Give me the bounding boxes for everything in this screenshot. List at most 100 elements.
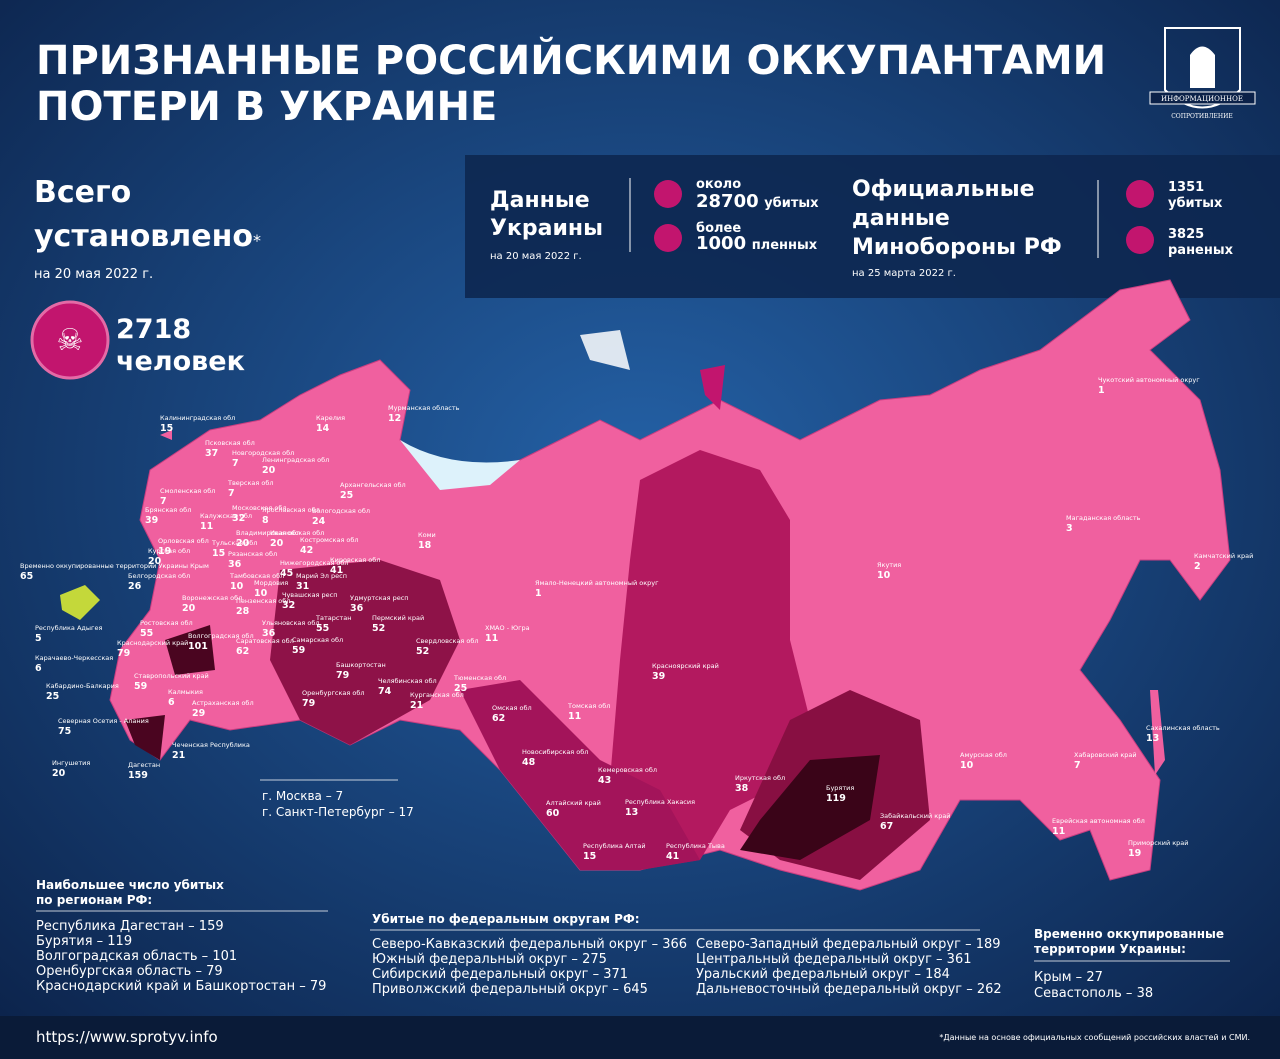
asterisk: * xyxy=(253,231,261,250)
region-name: Оренбургская обл xyxy=(302,689,365,697)
region-name: Томская обл xyxy=(567,702,610,710)
region-dark xyxy=(610,450,810,870)
region-name: Тульская обл xyxy=(211,539,257,547)
region-value: 36 xyxy=(262,628,276,639)
region-name: Камчатский край xyxy=(1194,552,1253,560)
region-name: Мурманская область xyxy=(388,404,460,412)
russia-title: Минобороны РФ xyxy=(852,235,1062,260)
region-volgograd xyxy=(165,625,215,675)
region-name: Пермский край xyxy=(372,614,424,622)
region-value: 62 xyxy=(492,713,505,724)
region-name: Удмуртская респ xyxy=(350,594,409,602)
region-name: Омская обл xyxy=(492,704,532,712)
icon xyxy=(654,224,682,252)
list-item: Сибирский федеральный округ – 371 xyxy=(372,967,628,982)
map xyxy=(60,279,1231,891)
region-name: Ярославская обл xyxy=(262,506,320,514)
region-value: 79 xyxy=(336,670,349,681)
list-title: по регионам РФ: xyxy=(36,893,152,907)
region-name: Калининградская обл xyxy=(160,414,235,422)
sakhalin xyxy=(1150,690,1165,775)
stat-prefix: около xyxy=(696,177,741,192)
skull-glyph: ☠ xyxy=(57,323,84,358)
region-name: Республика Адыгея xyxy=(35,624,102,632)
region-value: 36 xyxy=(228,559,242,570)
icon xyxy=(1126,180,1154,208)
region-name: Калмыкия xyxy=(168,688,203,696)
region-name: Карачаево-Черкесская xyxy=(35,654,113,662)
region-value: 29 xyxy=(192,708,205,719)
title-line: ПРИЗНАННЫЕ РОССИЙСКИМИ ОККУПАНТАМИ xyxy=(36,36,1106,84)
region-value: 10 xyxy=(960,760,974,771)
ukraine-title: Данные xyxy=(490,188,590,213)
region-name: Еврейская автономная обл xyxy=(1052,817,1145,825)
stats-panel xyxy=(465,155,1280,298)
title-line: ПОТЕРИ В УКРАИНЕ xyxy=(36,84,497,130)
stat: 28700 убитых xyxy=(696,191,819,212)
list-title: Убитые по федеральным округам РФ: xyxy=(372,912,640,926)
region-value: 41 xyxy=(330,565,343,576)
total-unit: человек xyxy=(116,346,245,377)
region-name: Курская обл xyxy=(148,547,190,555)
list-item: Уральский федеральный округ – 184 xyxy=(696,967,950,982)
region-name: Магаданская область xyxy=(1066,514,1141,522)
region-name: Башкортостан xyxy=(336,661,386,669)
region-name: Дагестан xyxy=(128,761,160,769)
region-value: 10 xyxy=(877,570,891,581)
region-value: 2 xyxy=(1194,561,1201,572)
region-name: Якутия xyxy=(877,561,901,569)
region-value: 59 xyxy=(292,645,305,656)
region-name: Псковская обл xyxy=(205,439,255,447)
region-name: Вологодская обл xyxy=(312,507,370,515)
region-name: Челябинская обл xyxy=(378,677,437,685)
region-name: Саратовская обл xyxy=(236,637,294,645)
region-name: Архангельская обл xyxy=(340,481,406,489)
region-value: 59 xyxy=(134,681,147,692)
list-item: Дальневосточный федеральный округ – 262 xyxy=(696,982,1002,997)
region-name: Курганская обл xyxy=(410,691,464,699)
region-value: 20 xyxy=(148,556,162,567)
region-name: Сахалинская область xyxy=(1146,724,1220,732)
region-value: 11 xyxy=(568,711,581,722)
region-value: 6 xyxy=(168,697,175,708)
region-name: Московская обл xyxy=(232,504,287,512)
region-value: 14 xyxy=(316,423,330,434)
region-value: 6 xyxy=(35,663,42,674)
region-value: 119 xyxy=(826,793,846,804)
region-value: 62 xyxy=(236,646,249,657)
region-dagestan xyxy=(125,715,165,760)
region-value: 1 xyxy=(535,588,542,599)
region-value: 48 xyxy=(522,757,536,768)
region-value: 28 xyxy=(236,606,250,617)
region-value: 21 xyxy=(172,750,185,761)
total-count: 2718 xyxy=(116,314,191,345)
region-value: 45 xyxy=(280,568,293,579)
region-value: 15 xyxy=(583,851,596,862)
region-value: 11 xyxy=(1052,826,1065,837)
region-value: 55 xyxy=(316,623,329,634)
region-name: Приморский край xyxy=(1128,839,1189,847)
russia-title: данные xyxy=(852,206,950,231)
region-name: Тверская обл xyxy=(227,479,274,487)
region-name: Ленинградская обл xyxy=(262,456,329,464)
region-value: 159 xyxy=(128,770,148,781)
region-name: Белгородская обл xyxy=(128,572,190,580)
region-name: Тамбовская обл xyxy=(229,572,284,580)
region-name: Ростовская обл xyxy=(140,619,193,627)
stat-prefix: более xyxy=(696,221,741,236)
stat-unit: пленных xyxy=(752,238,818,253)
region-value: 20 xyxy=(182,603,196,614)
region-name: Калужская обл xyxy=(200,512,252,520)
region-value: 15 xyxy=(160,423,173,434)
russia-date: на 25 марта 2022 г. xyxy=(852,268,956,279)
city: г. Санкт-Петербург – 17 xyxy=(262,805,414,819)
region-name: Ставропольский край xyxy=(134,672,209,680)
island xyxy=(700,365,725,410)
region-value: 20 xyxy=(236,538,250,549)
region-name: Чукотский автономный округ xyxy=(1098,376,1200,384)
icon xyxy=(1126,226,1154,254)
region-name: Северная Осетия - Алания xyxy=(58,717,149,725)
stat-value: 28700 xyxy=(696,191,759,212)
region-value: 41 xyxy=(666,851,679,862)
region-value: 52 xyxy=(372,623,385,634)
